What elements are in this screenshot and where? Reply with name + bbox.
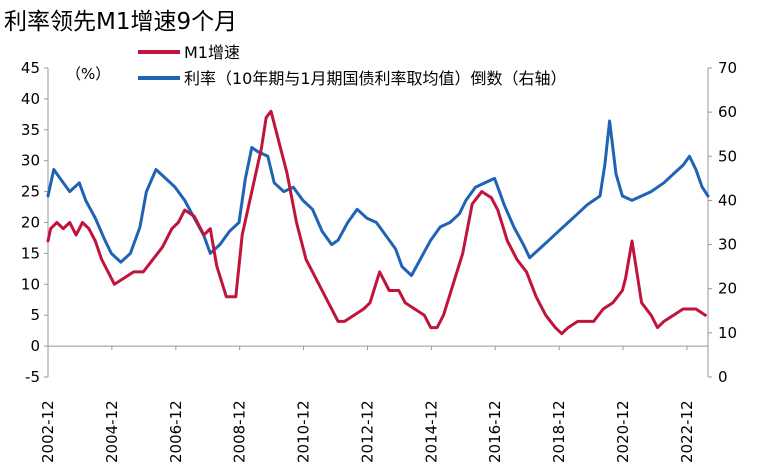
right-tick-label: 20 (718, 280, 737, 298)
right-tick-label: 10 (718, 324, 737, 342)
x-tick-label: 2016-12 (486, 400, 504, 463)
x-tick-label: 2022-12 (678, 400, 696, 463)
axes: -5 0 5 10 15 20 25 30 35 40 45 0 10 20 30 40 50 60 70 2002-… (21, 59, 737, 463)
right-tick-label: 70 (718, 59, 737, 77)
left-tick-label: 45 (21, 59, 40, 77)
x-tick-label: 2006-12 (167, 400, 185, 463)
series-line-rate-reciprocal (46, 119, 710, 277)
left-tick-label: 10 (21, 275, 40, 293)
left-tick-label: 5 (30, 306, 40, 324)
left-tick-label: 30 (21, 152, 40, 170)
series-line-m1-growth (46, 109, 707, 336)
x-tick-label: 2004-12 (103, 400, 121, 463)
x-tick-label: 2014-12 (422, 400, 440, 463)
x-tick-label: 2010-12 (295, 400, 313, 463)
left-tick-label: 20 (21, 214, 40, 232)
left-tick-label: -5 (25, 368, 40, 386)
x-tick-label: 2012-12 (358, 400, 376, 463)
right-tick-label: 0 (718, 368, 728, 386)
left-axis-unit: （%） (66, 65, 110, 83)
x-tick-label: 2002-12 (39, 400, 57, 463)
x-tick-label: 2020-12 (614, 400, 632, 463)
chart-title: 利率领先M1增速9个月 (4, 9, 238, 35)
left-tick-label: 0 (30, 337, 40, 355)
right-tick-label: 60 (718, 103, 737, 121)
x-tick-label: 2018-12 (550, 400, 568, 463)
x-tick-label: 2008-12 (231, 400, 249, 463)
left-tick-label: 35 (21, 121, 40, 139)
series-lines (46, 109, 710, 336)
left-tick-label: 15 (21, 244, 40, 262)
left-tick-label: 40 (21, 90, 40, 108)
right-tick-label: 40 (718, 191, 737, 209)
legend-rate-label: 利率（10年期与1月期国债利率取均值）倒数（右轴） (184, 69, 567, 88)
right-tick-label: 50 (718, 147, 737, 165)
left-tick-label: 25 (21, 183, 40, 201)
legend-m1-label: M1增速 (184, 43, 240, 62)
right-tick-label: 30 (718, 236, 737, 254)
